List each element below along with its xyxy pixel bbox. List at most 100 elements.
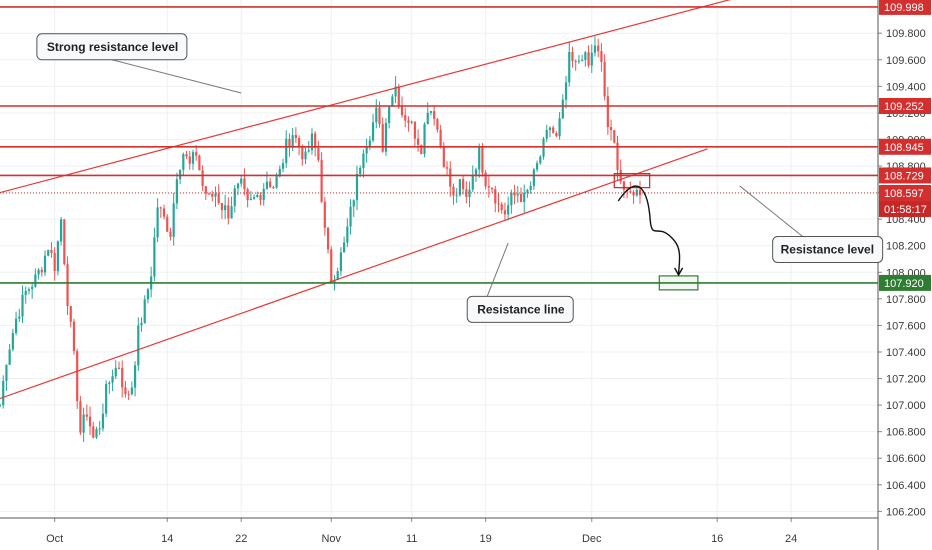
x-tick-label: 16: [711, 533, 723, 545]
candle-body: [558, 118, 561, 137]
candle-body: [111, 376, 114, 383]
candle-body: [256, 195, 259, 197]
candle-body: [593, 45, 597, 53]
drawings: [613, 173, 699, 291]
level-badge: [879, 97, 931, 114]
candle-body: [613, 130, 616, 143]
candle-body: [535, 163, 539, 170]
x-tick-label: 22: [235, 533, 247, 545]
candle-body: [79, 401, 82, 433]
candle-body: [330, 249, 333, 283]
candle-body: [127, 394, 130, 396]
candle-body: [568, 51, 571, 83]
y-tick-label: 106.200: [886, 506, 926, 518]
candle-body: [577, 60, 581, 62]
x-tick-label: Oct: [46, 533, 63, 545]
candle-body: [146, 289, 150, 300]
candle-body: [249, 198, 252, 201]
candle-body: [21, 295, 24, 317]
y-tick-label: 107.600: [886, 320, 926, 332]
candle-body: [532, 169, 535, 186]
current-price-badge: [879, 184, 931, 201]
candle-body: [516, 193, 519, 196]
candle-body: [474, 169, 478, 175]
candle-body: [82, 414, 85, 433]
candle-body: [230, 206, 233, 219]
candle-body: [349, 206, 352, 227]
callout-pointer: [739, 185, 803, 237]
candle-body: [336, 271, 339, 280]
countdown-label: 01:58:17: [884, 204, 927, 216]
candle-body: [455, 195, 458, 197]
candle-body: [133, 365, 137, 388]
candle-body: [548, 127, 552, 130]
candle-body: [108, 382, 111, 385]
candle-body: [101, 413, 105, 429]
candle-body: [166, 216, 169, 232]
candle-body: [323, 201, 326, 228]
candle-body: [95, 428, 98, 438]
candle-body: [172, 203, 175, 237]
candle-body: [526, 190, 529, 193]
candle-body: [63, 219, 66, 265]
candle-body: [117, 367, 121, 369]
candle-body: [407, 120, 410, 123]
candle-body: [188, 156, 191, 164]
candle-body: [478, 146, 481, 170]
candle-body: [355, 174, 359, 201]
y-tick-label: 109.800: [886, 28, 926, 40]
candle-body: [76, 351, 79, 402]
candle-body: [217, 193, 220, 203]
candle-body: [365, 146, 368, 154]
candle-body: [5, 364, 8, 381]
callouts: Strong resistance level Resistance line Re…: [36, 33, 884, 323]
callout-label: Strong resistance level: [47, 40, 178, 54]
candle-body: [426, 112, 429, 125]
candle-body: [288, 138, 291, 148]
candle-body: [72, 321, 76, 352]
candle-body: [211, 193, 214, 197]
candle-body: [458, 179, 462, 196]
candle-body: [471, 174, 474, 190]
candle-body: [574, 60, 577, 62]
candles: [0, 36, 642, 442]
candle-body: [236, 183, 240, 189]
candle-body: [124, 387, 127, 395]
candle-body: [175, 179, 178, 204]
candle-body: [368, 140, 371, 147]
candle-body: [597, 45, 600, 52]
candle-body: [204, 186, 207, 194]
candle-body: [416, 138, 420, 145]
projection-arrowhead: [673, 267, 684, 277]
candle-body: [233, 188, 236, 207]
candle-body: [11, 332, 14, 350]
candle-body: [88, 416, 92, 427]
candle-body: [0, 405, 2, 407]
candle-body: [587, 52, 590, 66]
candle-body: [297, 138, 301, 148]
candle-body: [281, 163, 285, 169]
candle-body: [37, 269, 40, 275]
candle-body: [555, 132, 558, 137]
level-badge-label: 109.998: [884, 2, 924, 14]
time-axis[interactable]: Oct 14 22 Nov 11 19 Dec 16 24: [0, 517, 878, 545]
candle-body: [34, 274, 37, 287]
candle-body: [552, 127, 555, 133]
y-tick-label: 107.200: [886, 374, 926, 386]
candle-body: [584, 52, 587, 60]
candle-body: [400, 106, 404, 116]
candle-body: [413, 121, 416, 139]
candle-body: [66, 264, 69, 307]
candle-body: [632, 192, 635, 196]
candle-body: [371, 122, 375, 141]
candle-body: [449, 168, 452, 187]
y-tick-label: 107.800: [886, 294, 926, 306]
candle-body: [269, 181, 272, 188]
candle-body: [481, 146, 484, 173]
candle-body: [359, 167, 362, 175]
candle-body: [510, 192, 513, 206]
y-tick-label: 106.600: [886, 453, 926, 465]
candle-body: [278, 168, 281, 177]
candle-body: [519, 193, 523, 202]
candle-body: [18, 316, 21, 319]
